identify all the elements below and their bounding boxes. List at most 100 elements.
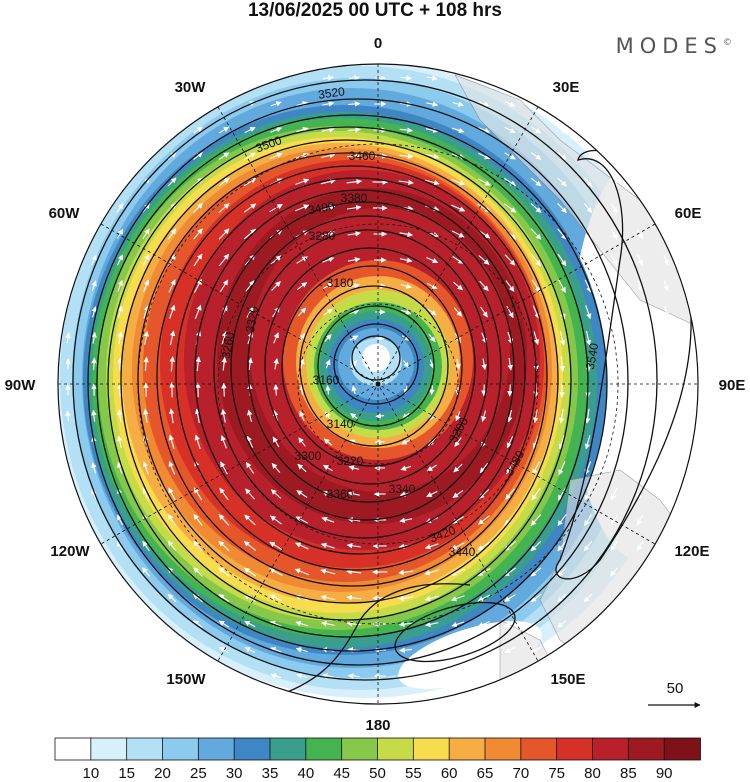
wind-vector [245, 462, 255, 474]
colorbar-label: 20 [154, 765, 171, 782]
wind-vector [504, 177, 517, 187]
wind-vector [169, 330, 176, 346]
wind-vector [349, 335, 359, 341]
wind-vector [271, 462, 281, 474]
wind-vector [321, 127, 335, 133]
wind-vector [193, 253, 203, 267]
contour-label: 3160 [313, 373, 340, 387]
wind-vector [531, 646, 541, 654]
wind-vector [295, 204, 310, 212]
wind-vector [347, 127, 361, 133]
wind-vector [296, 490, 308, 498]
wind-vector [218, 253, 230, 267]
colorbar-label: 60 [441, 765, 458, 782]
wind-vector [610, 461, 617, 475]
wind-vector [324, 334, 332, 342]
wind-vector [530, 567, 542, 577]
wind-vector [398, 179, 414, 186]
wind-vector [269, 152, 283, 160]
wind-vector [143, 330, 150, 345]
wind-vector [557, 620, 567, 628]
wind-vector [321, 516, 335, 523]
wind-vector [167, 514, 177, 526]
wind-vector [557, 253, 567, 267]
wind-vector [478, 255, 490, 265]
wind-vector [346, 543, 361, 549]
wind-vector [453, 307, 463, 317]
colorbar-label: 35 [262, 765, 279, 782]
colorbar-swatch [556, 737, 594, 761]
wind-vector [299, 358, 305, 370]
wind-vector [346, 595, 362, 601]
wind-reference-label: 50 [667, 680, 684, 697]
wind-vector [221, 356, 227, 371]
wind-vector [220, 461, 228, 475]
wind-vector [295, 516, 309, 524]
wind-vector [193, 152, 203, 160]
colorbar-label: 80 [584, 765, 601, 782]
wind-vector [193, 513, 203, 526]
wind-vector [453, 463, 463, 473]
wind-vector [637, 280, 643, 293]
contour-label: 3300 [295, 449, 322, 463]
wind-vector [142, 567, 150, 577]
wind-vector [167, 540, 177, 552]
wind-vector [400, 283, 412, 289]
wind-vector [167, 177, 177, 187]
wind-vector [399, 517, 413, 523]
wind-vector [169, 356, 175, 372]
colorbar-swatch [305, 737, 343, 761]
wind-vector [429, 359, 435, 369]
wind-vector [398, 569, 414, 576]
wind-vector [117, 279, 123, 292]
colorbar-label: 25 [190, 765, 207, 782]
wind-vector [530, 540, 542, 552]
wind-vector [270, 489, 282, 499]
colorbar-swatch [269, 737, 307, 761]
wind-vector [557, 567, 567, 577]
wind-vector [531, 126, 542, 134]
wind-vector [477, 541, 491, 551]
colorbar-label: 10 [82, 765, 99, 782]
wind-vector [399, 673, 412, 679]
lon-label-0: 0 [374, 35, 382, 52]
contour-label: 3340 [389, 482, 416, 496]
lon-label-150w: 150W [166, 671, 206, 688]
wind-vector [375, 361, 385, 367]
wind-vector [244, 126, 256, 134]
wind-vector [504, 647, 516, 653]
wind-vector [270, 515, 282, 525]
wind-vector [637, 254, 643, 266]
wind-vector [477, 594, 491, 602]
wind-vector [297, 307, 307, 317]
wind-vector [320, 204, 336, 211]
wind-vector [91, 462, 97, 474]
wind-vector [503, 567, 516, 577]
wind-vector [504, 620, 516, 628]
wind-vector [637, 331, 643, 345]
wind-vector [558, 408, 565, 424]
wind-vector [143, 356, 149, 371]
wind-vector [168, 279, 176, 293]
wind-vector [530, 152, 542, 160]
wind-vector [451, 542, 465, 550]
wind-vector [298, 437, 306, 447]
wind-vector [455, 358, 461, 370]
wind-vector [507, 357, 513, 371]
wind-vector [117, 357, 123, 371]
wind-vector [91, 254, 97, 266]
wind-vector [585, 330, 592, 346]
wind-vector [347, 491, 360, 497]
wind-vector [117, 435, 123, 449]
wind-vector [583, 203, 593, 214]
wind-vector [532, 305, 540, 319]
wind-vector [193, 203, 203, 213]
colorbar-swatch [592, 737, 630, 761]
wind-vector [220, 435, 227, 449]
wind-vector [168, 408, 175, 424]
wind-vector [348, 75, 360, 81]
wind-vector [451, 647, 464, 653]
wind-vector [243, 228, 257, 240]
wind-vector [530, 593, 542, 603]
wind-vector [65, 332, 71, 344]
